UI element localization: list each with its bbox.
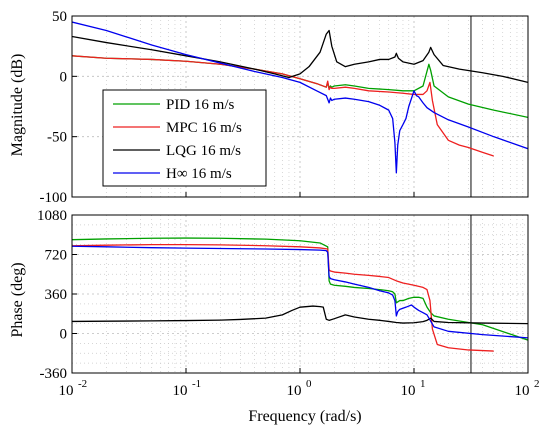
ytick-label: 720 bbox=[45, 248, 68, 264]
series-line-pid bbox=[72, 237, 528, 341]
frequency-xlabel: Frequency (rad/s) bbox=[248, 408, 361, 425]
legend-label-hinf: H∞ 16 m/s bbox=[166, 166, 232, 182]
xtick-label: 10 bbox=[173, 383, 188, 399]
ytick-label: 360 bbox=[45, 287, 68, 303]
legend-box bbox=[102, 89, 267, 187]
ytick-label: 1080 bbox=[37, 208, 67, 224]
magnitude-ylabel: Magnitude (dB) bbox=[9, 54, 26, 157]
legend-label-mpc: MPC 16 m/s bbox=[166, 120, 242, 136]
ytick-label: -360 bbox=[40, 366, 68, 382]
ytick-label: -50 bbox=[47, 130, 67, 146]
legend: PID 16 m/s MPC 16 m/s LQG 16 m/s H∞ 16 m… bbox=[102, 89, 267, 187]
xtick-exponent: 1 bbox=[420, 378, 426, 390]
xtick-label: 10 bbox=[401, 383, 416, 399]
ytick-label: 0 bbox=[60, 69, 68, 85]
magnitude-panel: 50 0 -50 -100 bbox=[40, 9, 529, 206]
ytick-label: -100 bbox=[40, 190, 68, 206]
series-line-lqg bbox=[72, 305, 528, 325]
series-line-hinf bbox=[72, 21, 528, 174]
xtick-exponent: -1 bbox=[192, 378, 201, 390]
axes-frame bbox=[71, 15, 529, 198]
xtick-exponent: -2 bbox=[78, 378, 87, 390]
series-line-hinf bbox=[72, 245, 528, 339]
phase-ylabel: Phase (deg) bbox=[9, 262, 26, 337]
ytick-label: 50 bbox=[52, 9, 67, 25]
legend-label-lqg: LQG 16 m/s bbox=[166, 143, 241, 159]
xtick-exponent: 2 bbox=[534, 378, 540, 390]
xtick-exponent: 0 bbox=[306, 378, 312, 390]
series-line-lqg bbox=[72, 29, 528, 84]
legend-label-pid: PID 16 m/s bbox=[166, 97, 235, 113]
axes-frame bbox=[71, 214, 529, 374]
xtick-label: 10 bbox=[287, 383, 302, 399]
xtick-label: 10 bbox=[59, 383, 74, 399]
series-line-mpc bbox=[72, 243, 494, 352]
ytick-label: 0 bbox=[60, 327, 68, 343]
xtick-label: 10 bbox=[515, 383, 530, 399]
